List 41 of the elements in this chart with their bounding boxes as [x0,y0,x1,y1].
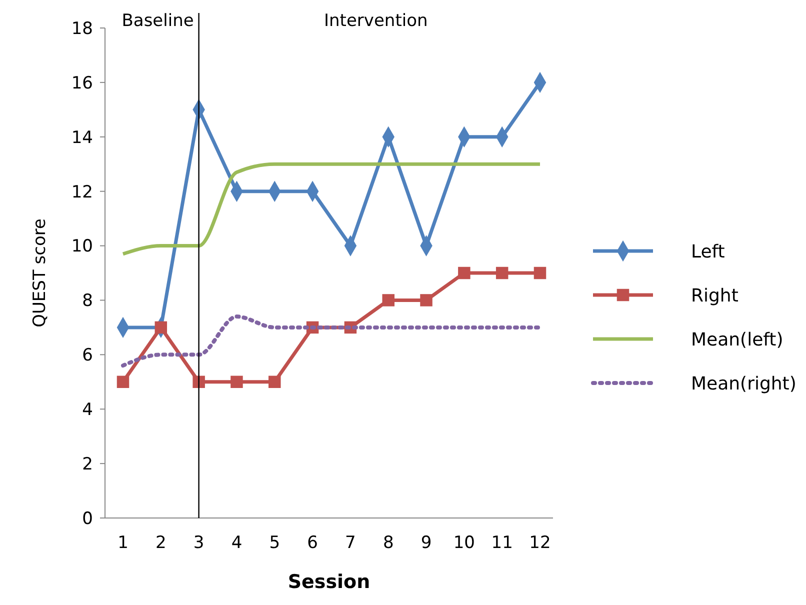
x-tick-label: 12 [529,533,551,553]
legend-label: Right [691,285,738,306]
x-tick-label: 5 [269,533,280,553]
point [534,266,546,280]
x-tick-label: 6 [307,533,318,553]
y-tick-label: 10 [71,236,93,257]
x-tick-label: 9 [420,533,432,553]
annotation: Baseline [122,11,194,31]
y-tick-label: 0 [82,508,93,529]
annotation: Intervention [324,11,428,31]
x-tick-label: 2 [155,533,166,553]
y-tick-label: 18 [71,18,93,39]
point [268,376,281,388]
x-tick-label: 4 [231,533,242,553]
x-tick-label: 8 [382,533,394,553]
line-series [121,162,542,256]
point [382,294,394,306]
y-tick-label: 4 [82,400,93,420]
x-tick-label: 10 [453,533,475,553]
legend-label: Left [691,241,725,262]
legend-label: Mean(right) [691,373,796,394]
y-tick-label: 12 [71,182,93,202]
x-tick-label: 7 [345,533,356,553]
y-tick-label: 14 [71,128,93,148]
legend-label: Mean(left) [691,329,784,350]
point [496,266,508,280]
x-tick-label: 1 [118,533,128,553]
y-tick-label: 8 [82,291,93,312]
x-tick-label: 3 [193,533,204,553]
y-tick-label: 2 [82,454,93,475]
x-tick-label: 11 [491,533,513,553]
point [154,321,168,334]
point [458,266,470,280]
x-axis-title: Session [288,571,370,593]
line-series [121,314,542,368]
point [420,294,432,306]
y-tick-label: 6 [82,346,93,366]
y-axis-title: QUEST score [30,218,50,328]
y-tick-label: 16 [71,73,93,94]
point [230,376,243,388]
point [116,376,130,388]
